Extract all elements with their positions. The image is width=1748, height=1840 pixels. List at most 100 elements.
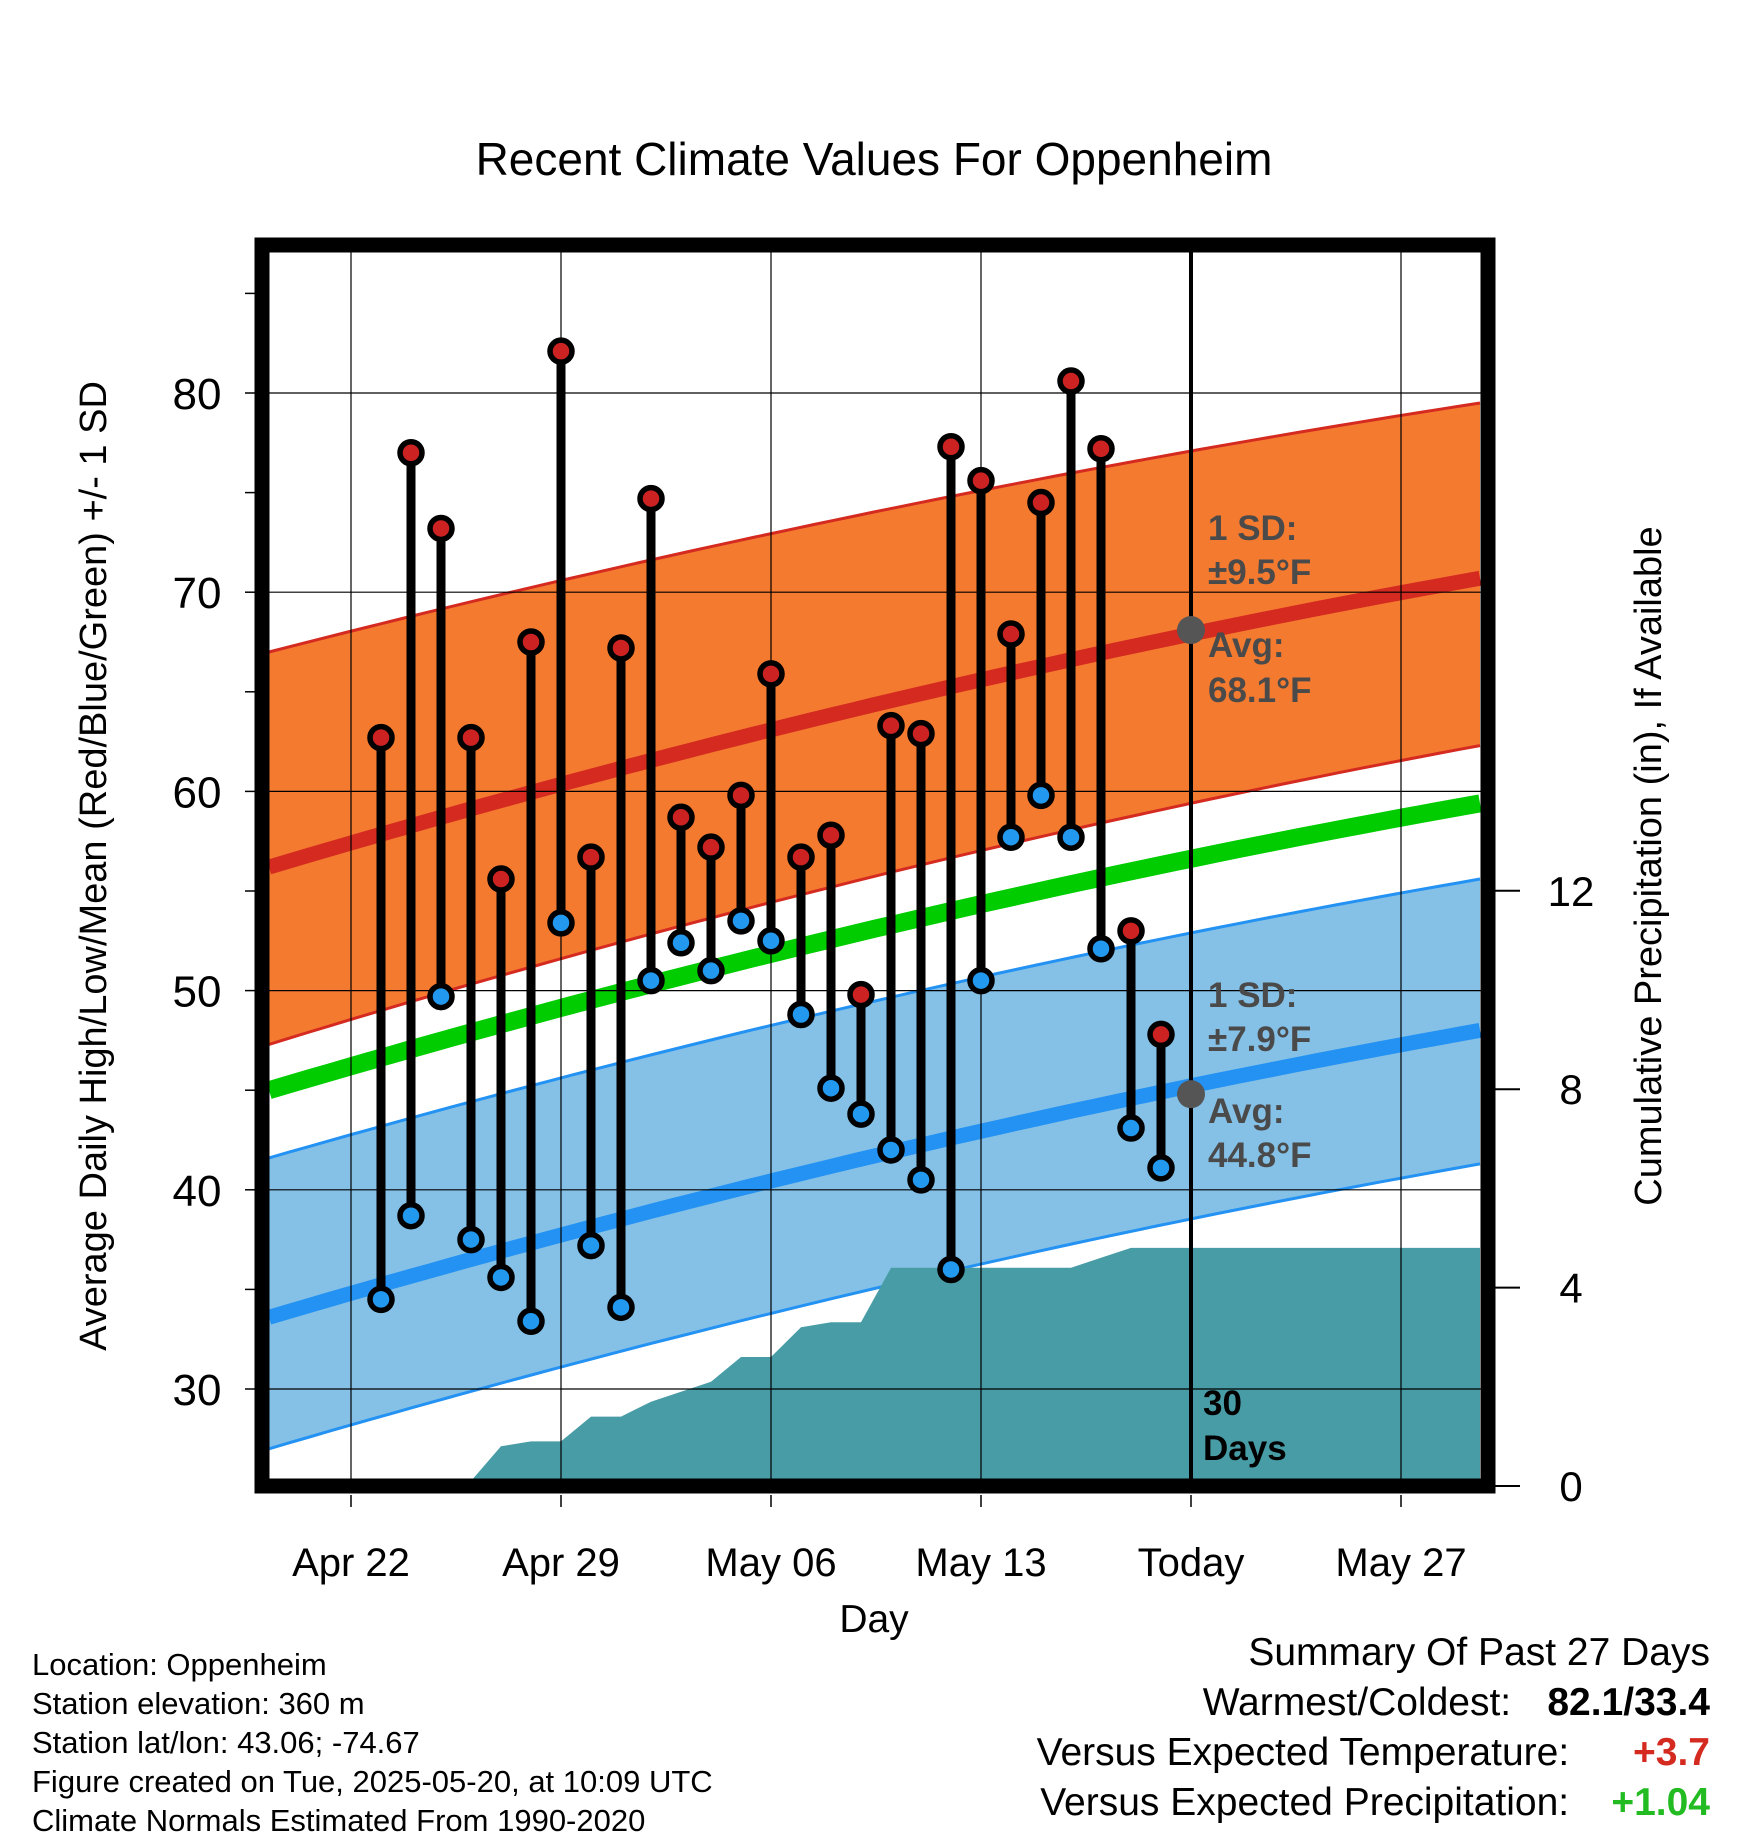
x-tick-label: May 27 [1335, 1541, 1466, 1585]
x-tick-label: May 06 [705, 1541, 836, 1585]
low-point [817, 1074, 845, 1102]
low-point [787, 1000, 815, 1029]
low-point [937, 1255, 965, 1284]
high-point [607, 634, 635, 662]
low-point [727, 907, 755, 935]
high-point [427, 514, 455, 543]
y-tick-label: 50 [173, 968, 222, 1017]
high-point [1027, 488, 1055, 517]
low-point [697, 956, 725, 985]
high-point [397, 439, 425, 467]
high-point [1147, 1020, 1175, 1049]
x-tick-label: Today [1138, 1541, 1245, 1585]
high-point [727, 781, 755, 810]
high-sd-value: ±9.5°F [1208, 553, 1311, 592]
low-point [607, 1293, 635, 1322]
high-sd-band-upper-edge [268, 401, 1481, 654]
low-point [847, 1100, 875, 1128]
high-avg-label: Avg: [1208, 626, 1284, 665]
high-point [847, 980, 875, 1009]
chart-title: Recent Climate Values For Oppenheim [476, 133, 1273, 185]
precip-row: Versus Expected Precipitation: +1.04 [1037, 1778, 1710, 1828]
location-text: Location: Oppenheim [32, 1647, 327, 1682]
low-point [667, 929, 695, 957]
latlon-text: Station lat/lon: 43.06; -74.67 [32, 1725, 420, 1760]
low-point [517, 1307, 545, 1336]
low-point [367, 1285, 395, 1314]
high-point [937, 433, 965, 461]
x-axis-label: Day [839, 1598, 909, 1641]
high-avg-marker [1177, 616, 1205, 645]
y2-tick-label: 4 [1559, 1265, 1582, 1312]
high-point [967, 466, 995, 495]
low-normal-line [266, 1023, 1482, 1325]
high-point [907, 719, 935, 748]
precip-area [269, 1247, 1480, 1486]
x-tick-label: May 13 [915, 1541, 1046, 1585]
high-avg-value: 68.1°F [1208, 671, 1312, 710]
low-point [637, 966, 665, 995]
y-tick-label: 80 [173, 370, 222, 419]
y2-tick-label: 0 [1559, 1463, 1582, 1510]
temp-row: Versus Expected Temperature: +3.7 [1037, 1728, 1710, 1778]
y-tick-label: 40 [173, 1167, 222, 1216]
low-sd-band [269, 879, 1480, 1449]
x-tick-label: Apr 29 [502, 1541, 620, 1585]
warm-cold-row: Warmest/Coldest: 82.1/33.4 [1037, 1678, 1710, 1728]
high-point [997, 620, 1025, 648]
low-point [427, 982, 455, 1011]
high-sd-band [269, 403, 1480, 1045]
low-point [1117, 1114, 1145, 1142]
low-point [1027, 781, 1055, 810]
high-point [1087, 435, 1115, 463]
y2-tick-label: 8 [1559, 1066, 1582, 1113]
high-point [1117, 917, 1145, 945]
low-point [457, 1225, 485, 1254]
high-point [457, 723, 485, 752]
low-point [1087, 935, 1115, 963]
high-point [877, 711, 905, 740]
low-point [877, 1136, 905, 1164]
temp-label: Versus Expected Temperature: [1036, 1731, 1570, 1774]
y-axis-label: Average Daily High/Low/Mean (Red/Blue/Gr… [73, 381, 115, 1351]
low-sd-value: ±7.9°F [1208, 1020, 1311, 1059]
low-avg-value: 44.8°F [1208, 1136, 1312, 1175]
low-point [907, 1166, 935, 1194]
summary-title: Summary Of Past 27 Days [1248, 1631, 1710, 1674]
low-point [487, 1263, 515, 1292]
low-sd-label: 1 SD: [1208, 976, 1297, 1015]
today-count: 30 [1203, 1384, 1242, 1423]
high-point [757, 660, 785, 688]
y2-tick-label: 12 [1548, 868, 1595, 915]
x-tick-label: Apr 22 [292, 1541, 410, 1585]
normals-text: Climate Normals Estimated From 1990-2020 [32, 1803, 646, 1838]
temp-value: +3.7 [1633, 1731, 1710, 1774]
precip-label: Versus Expected Precipitation: [1040, 1781, 1570, 1824]
high-sd-label: 1 SD: [1208, 509, 1297, 548]
high-point [517, 628, 545, 656]
station-info: Location: Oppenheim Station elevation: 3… [32, 1645, 713, 1840]
low-point [397, 1201, 425, 1230]
low-point [967, 966, 995, 995]
high-point [637, 484, 665, 513]
y-tick-label: 70 [173, 569, 222, 618]
today-unit: Days [1203, 1429, 1287, 1468]
low-avg-label: Avg: [1208, 1092, 1284, 1131]
y2-axis-label: Cumulative Precipitation (in), If Availa… [1628, 526, 1670, 1205]
high-point [487, 865, 515, 893]
plot-area: 1 SD: ±9.5°F Avg: 68.1°F 1 SD: ±7.9°F Avg: 44.8… [173, 237, 1595, 1585]
warm-cold-label: Warmest/Coldest: [1202, 1681, 1512, 1724]
high-point [1057, 367, 1085, 395]
high-point [697, 833, 725, 861]
plot-frame [254, 237, 1496, 1494]
high-point [547, 337, 575, 365]
low-point [577, 1231, 605, 1260]
plot-content [262, 245, 1488, 1486]
high-point [787, 843, 815, 871]
low-point [1057, 823, 1085, 851]
created-text: Figure created on Tue, 2025-05-20, at 10… [32, 1764, 713, 1799]
low-sd-band-lower-edge [268, 1162, 1481, 1451]
low-point [997, 823, 1025, 851]
y-tick-label: 60 [173, 768, 222, 817]
